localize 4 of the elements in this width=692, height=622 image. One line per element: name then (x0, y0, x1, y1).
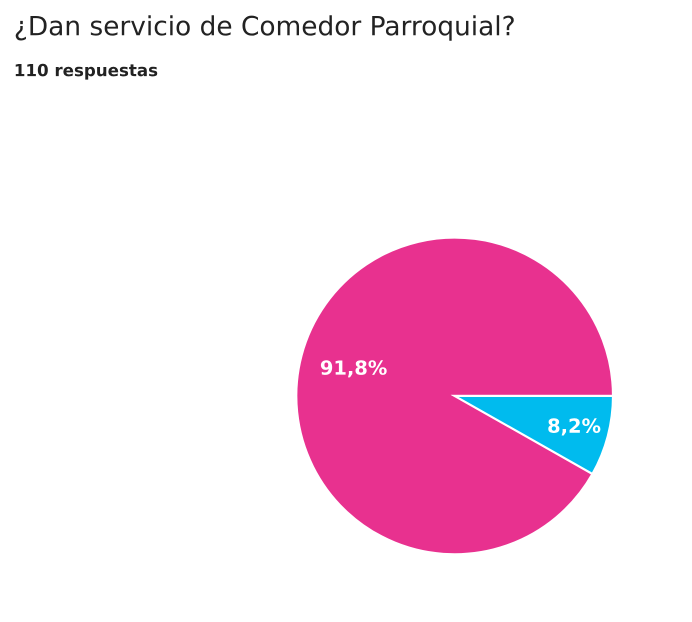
text: 110 respuestas (16, 64, 158, 80)
chart-title: ¿Dan servicio de Comedor Parroquial? (16, 15, 514, 41)
data-label: 8,2% (548, 418, 600, 436)
data-label: 91,8% (320, 360, 387, 378)
